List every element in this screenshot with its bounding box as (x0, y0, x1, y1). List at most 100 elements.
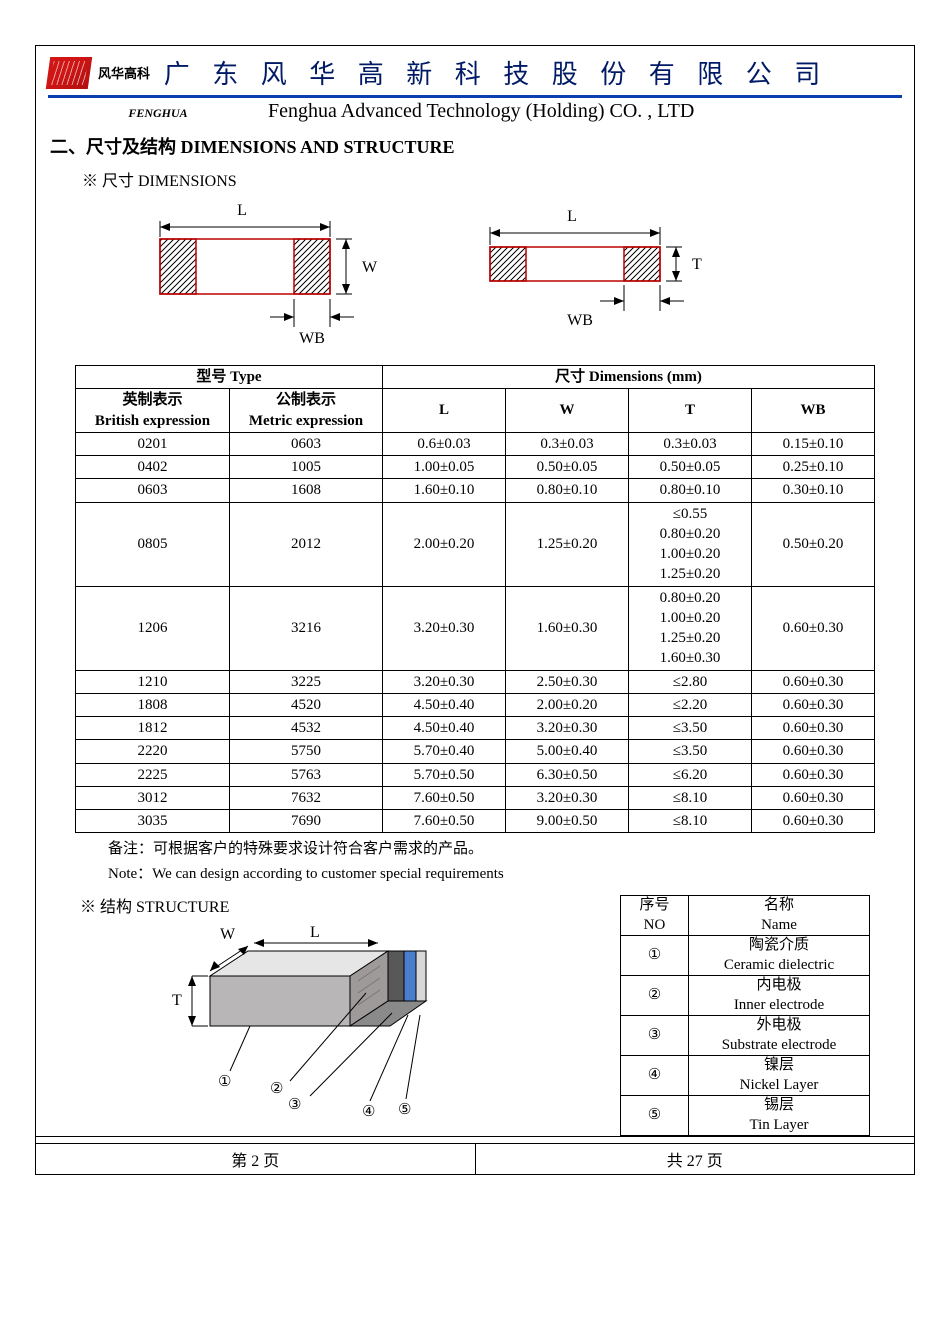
footer-page-current: 第 2 页 (36, 1144, 476, 1174)
cell-T: ≤8.10 (629, 786, 752, 809)
footer-page-total: 共 27 页 (476, 1144, 915, 1174)
cell-T: ≤2.20 (629, 693, 752, 716)
cell-me: 2012 (230, 502, 383, 586)
cell-WB: 0.60±0.30 (752, 586, 875, 670)
cell-WB: 0.60±0.30 (752, 717, 875, 740)
content: 二、尺寸及结构 DIMENSIONS AND STRUCTURE ※ 尺寸 DI… (36, 127, 914, 1136)
table-row: ⑤锡层Tin Layer (621, 1096, 870, 1136)
cell-br: 2225 (76, 763, 230, 786)
table-row: 040210051.00±0.050.50±0.050.50±0.050.25±… (76, 456, 875, 479)
th-british: 英制表示 British expression (76, 389, 230, 433)
cell-br: 0805 (76, 502, 230, 586)
cell-name: 陶瓷介质Ceramic dielectric (689, 936, 870, 976)
table-row: ④镍层Nickel Layer (621, 1056, 870, 1096)
header: 风华高科 广 东 风 华 高 新 科 技 股 份 有 限 公 司 FENGHUA… (36, 46, 914, 1137)
cell-br: 3035 (76, 810, 230, 833)
cell-me: 1005 (230, 456, 383, 479)
section-title: 二、尺寸及结构 DIMENSIONS AND STRUCTURE (50, 133, 900, 159)
cell-L: 4.50±0.40 (383, 717, 506, 740)
dimensions-table: 型号 Type 尺寸 Dimensions (mm) 英制表示 British … (75, 365, 875, 833)
struct-th-name-cn: 名称 (764, 897, 794, 913)
cell-me: 1608 (230, 479, 383, 502)
cell-L: 2.00±0.20 (383, 502, 506, 586)
cell-W: 2.50±0.30 (506, 670, 629, 693)
label-L2: L (567, 208, 577, 225)
cell-br: 1210 (76, 670, 230, 693)
logo-icon (46, 57, 92, 89)
callout-5: ⑤ (398, 1102, 411, 1118)
cell-name: 镍层Nickel Layer (689, 1056, 870, 1096)
table-row: ①陶瓷介质Ceramic dielectric (621, 936, 870, 976)
cell-name: 锡层Tin Layer (689, 1096, 870, 1136)
cell-L: 0.6±0.03 (383, 432, 506, 455)
table-row: 080520122.00±0.201.25±0.20≤0.550.80±0.20… (76, 502, 875, 586)
cell-WB: 0.60±0.30 (752, 786, 875, 809)
cell-br: 0603 (76, 479, 230, 502)
th-metric-cn: 公制表示 (276, 392, 336, 408)
cell-L: 3.20±0.30 (383, 670, 506, 693)
cell-me: 4532 (230, 717, 383, 740)
cell-L: 3.20±0.30 (383, 586, 506, 670)
structure-row: ※ 结构 STRUCTURE (50, 885, 900, 1136)
table-row: 020106030.6±0.030.3±0.030.3±0.030.15±0.1… (76, 432, 875, 455)
table-row: 060316081.60±0.100.80±0.100.80±0.100.30±… (76, 479, 875, 502)
note-en: Note：We can design according to customer… (108, 862, 900, 883)
cell-br: 3012 (76, 786, 230, 809)
table-row: 222057505.70±0.405.00±0.40≤3.500.60±0.30 (76, 740, 875, 763)
diagram-top-view: L W WB (130, 199, 380, 349)
cell-W: 0.3±0.03 (506, 432, 629, 455)
cell-L: 1.60±0.10 (383, 479, 506, 502)
th-metric: 公制表示 Metric expression (230, 389, 383, 433)
cell-me: 3225 (230, 670, 383, 693)
cell-br: 1206 (76, 586, 230, 670)
table-row: 121032253.20±0.302.50±0.30≤2.800.60±0.30 (76, 670, 875, 693)
cell-me: 7690 (230, 810, 383, 833)
cell-no: ⑤ (621, 1096, 689, 1136)
th-L: L (383, 389, 506, 433)
callout-1: ① (218, 1074, 231, 1090)
struct-th-no-cn: 序号 (639, 897, 669, 913)
cell-me: 0603 (230, 432, 383, 455)
footer: 第 2 页 共 27 页 (36, 1143, 914, 1174)
cell-W: 2.00±0.20 (506, 693, 629, 716)
cell-br: 0201 (76, 432, 230, 455)
cell-L: 5.70±0.50 (383, 763, 506, 786)
dimension-diagrams: L W WB (50, 195, 900, 357)
label-W: W (362, 259, 378, 276)
callout-2: ② (270, 1081, 283, 1097)
cell-W: 1.60±0.30 (506, 586, 629, 670)
cell-no: ② (621, 976, 689, 1016)
cell-W: 6.30±0.50 (506, 763, 629, 786)
callout-3: ③ (288, 1097, 301, 1113)
cell-W: 9.00±0.50 (506, 810, 629, 833)
label-WB2: WB (567, 312, 593, 329)
page-frame: 风华高科 广 东 风 华 高 新 科 技 股 份 有 限 公 司 FENGHUA… (35, 45, 915, 1175)
cell-me: 3216 (230, 586, 383, 670)
th-T: T (629, 389, 752, 433)
cell-W: 3.20±0.30 (506, 717, 629, 740)
cell-br: 1808 (76, 693, 230, 716)
cell-br: 2220 (76, 740, 230, 763)
callout-4: ④ (362, 1104, 375, 1120)
cell-name: 内电极Inner electrode (689, 976, 870, 1016)
cell-W: 1.25±0.20 (506, 502, 629, 586)
cell-T: ≤3.50 (629, 740, 752, 763)
th-metric-en: Metric expression (249, 413, 363, 429)
th-type: 型号 Type (76, 366, 383, 389)
cell-T: 0.80±0.201.00±0.201.25±0.201.60±0.30 (629, 586, 752, 670)
table-row: 303576907.60±0.509.00±0.50≤8.100.60±0.30 (76, 810, 875, 833)
cell-L: 1.00±0.05 (383, 456, 506, 479)
cell-T: ≤3.50 (629, 717, 752, 740)
label-L: L (237, 202, 247, 219)
diagram-side-view: L T WB (460, 199, 720, 339)
cell-me: 4520 (230, 693, 383, 716)
cell-no: ④ (621, 1056, 689, 1096)
cell-W: 0.50±0.05 (506, 456, 629, 479)
structure-diagram: W L T ① (130, 921, 450, 1131)
company-name-en: Fenghua Advanced Technology (Holding) CO… (268, 100, 694, 123)
table-row: ②内电极Inner electrode (621, 976, 870, 1016)
th-british-en: British expression (95, 413, 210, 429)
logo-row: 风华高科 广 东 风 华 高 新 科 技 股 份 有 限 公 司 (36, 46, 914, 91)
table-row: 120632163.20±0.301.60±0.300.80±0.201.00±… (76, 586, 875, 670)
cell-no: ③ (621, 1016, 689, 1056)
